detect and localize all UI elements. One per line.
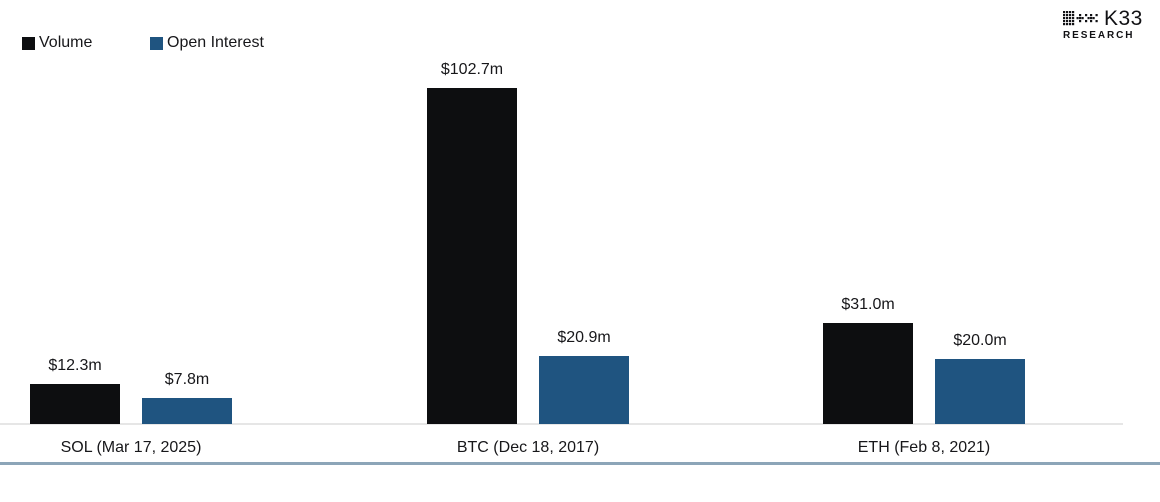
bottom-border-line <box>0 462 1160 465</box>
value-label-open-interest-eth: $20.0m <box>953 332 1007 349</box>
value-label-open-interest-btc: $20.9m <box>557 329 611 346</box>
logo-sub-text: RESEARCH <box>1063 30 1135 41</box>
x-axis-label-eth: ETH (Feb 8, 2021) <box>857 439 991 456</box>
value-label-volume-btc: $102.7m <box>440 61 504 78</box>
value-label-volume-eth: $31.0m <box>841 296 895 313</box>
bar-open-interest-btc <box>539 356 629 424</box>
bar-volume-sol <box>30 384 120 424</box>
volume-swatch-icon <box>22 36 35 50</box>
bar-open-interest-sol <box>142 398 232 424</box>
value-label-open-interest-sol: $7.8m <box>164 371 210 388</box>
legend-label-volume: Volume <box>39 34 93 51</box>
k33-research-logo: K33 RESEARCH <box>1063 7 1151 41</box>
x-axis-label-btc: BTC (Dec 18, 2017) <box>456 439 600 456</box>
bar-open-interest-eth <box>935 359 1025 424</box>
bar-volume-btc <box>427 88 517 424</box>
x-axis-line <box>0 423 1123 425</box>
k33-dot-grid-icon <box>1063 11 1098 26</box>
legend-item-open-interest: Open Interest <box>150 34 264 51</box>
logo-row: K33 <box>1063 7 1151 30</box>
value-label-volume-sol: $12.3m <box>48 357 102 374</box>
legend-item-volume: Volume <box>22 34 93 51</box>
bar-volume-eth <box>823 323 913 424</box>
legend-label-open-interest: Open Interest <box>167 34 264 51</box>
logo-brand-text: K33 <box>1104 7 1143 30</box>
open-interest-swatch-icon <box>150 36 163 50</box>
x-axis-label-sol: SOL (Mar 17, 2025) <box>60 439 202 456</box>
